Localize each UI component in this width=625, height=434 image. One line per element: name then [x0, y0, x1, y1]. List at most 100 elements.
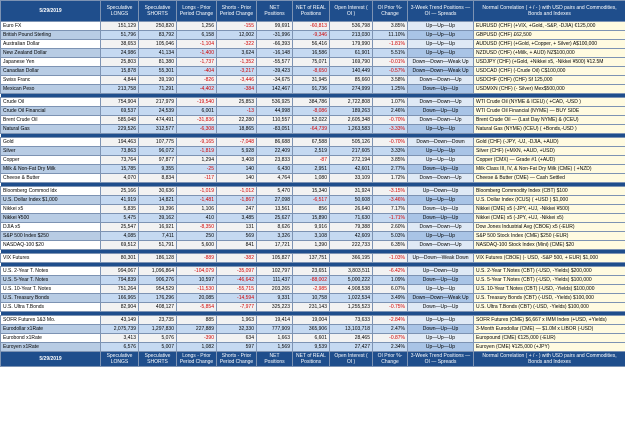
- table-row: Copper 73,764 97,877 1,294 3,408 23,833 -87 272…: [0, 155, 625, 165]
- instrument-name: Eurobond x1Rate: [0, 333, 101, 343]
- net-value: 22,409: [256, 146, 293, 156]
- open-interest-value: 189,263: [329, 106, 373, 116]
- group-separator: [0, 133, 625, 138]
- net-real-value: -2,985: [292, 284, 330, 294]
- longs-value: 38,653: [100, 39, 139, 49]
- oi-change-value: 1.07%: [372, 97, 408, 107]
- longs-change-value: 250: [176, 231, 217, 241]
- footer-col-oi-change: OI Prior %-Change: [372, 351, 408, 367]
- net-real-value: -64,739: [292, 124, 330, 134]
- table-row: NASDAQ-100 $20 69,512 51,791 5,600 841 17,721…: [0, 240, 625, 250]
- open-interest-value: 5,000,222: [329, 275, 373, 285]
- net-real-value: -60,813: [292, 21, 330, 31]
- table-row: VIX Futures 80,301 186,128 -889 -382 105,827 1…: [0, 253, 625, 263]
- footer-col-shorts: Speculative SHORTS: [138, 351, 177, 367]
- instrument-name: Natural Gas: [0, 124, 101, 134]
- correlation-notes: Natural Gas (NYME) (ICEU) ( +Bonds,-USD …: [473, 124, 625, 134]
- longs-value: 69,512: [100, 240, 139, 250]
- longs-value: 2,075,739: [100, 324, 139, 334]
- instrument-name: U.S. Dollar Index $1,000: [0, 195, 101, 205]
- correlation-notes: VIX Futures (CBOE) (- USD, -S&P 500, + E…: [473, 253, 625, 263]
- separator-cell: [0, 133, 625, 138]
- footer-col-longs: Speculative LONGS: [100, 351, 139, 367]
- oi-change-value: 6.07%: [372, 284, 408, 294]
- open-interest-value: 3,803,511: [329, 266, 373, 276]
- group-separator: [0, 249, 625, 254]
- trend-value: Down—Up—Up: [407, 164, 474, 174]
- net-real-value: -87: [292, 155, 330, 165]
- open-interest-value: 505,126: [329, 137, 373, 147]
- table-row: Mexican Peso 213,758 71,291 -4,402 -384 142,4…: [0, 84, 625, 94]
- net-real-value: -9,346: [292, 30, 330, 40]
- longs-change-value: 1,256: [176, 21, 217, 31]
- oi-change-value: 11.10%: [372, 30, 408, 40]
- longs-change-value: -1,400: [176, 48, 217, 58]
- shorts-change-value: -1,352: [216, 57, 257, 67]
- shorts-change-value: -13: [216, 106, 257, 116]
- oi-change-value: -0.70%: [372, 115, 408, 125]
- longs-value: 24,986: [100, 48, 139, 58]
- shorts-change-value: 1,963: [216, 315, 257, 325]
- net-real-value: 52,022: [292, 115, 330, 125]
- footer-row: 5/29/2019 Speculative LONGS Speculative …: [0, 351, 625, 367]
- correlation-notes: Euroyen (CME) ¥125,000 (+JPY): [473, 342, 625, 352]
- longs-change-value: -25: [176, 164, 217, 174]
- correlation-notes: Silver (CHF) (+MXN, +AUD, +USD): [473, 146, 625, 156]
- net-real-value: 23,651: [292, 266, 330, 276]
- trend-value: Up—Up—Up: [407, 315, 474, 325]
- table-row: Silver 73,863 96,072 -1,819 5,928 22,409 2,519…: [0, 146, 625, 156]
- trend-value: Down—Down—Up: [407, 97, 474, 107]
- net-value: 13,561: [256, 204, 293, 214]
- instrument-name: Mexican Peso: [0, 84, 101, 94]
- oi-change-value: -0.70%: [372, 137, 408, 147]
- open-interest-value: 61,901: [329, 48, 373, 58]
- net-real-value: 6,601: [292, 333, 330, 343]
- oi-change-value: -0.57%: [372, 66, 408, 76]
- longs-value: 166,965: [100, 293, 139, 303]
- shorts-value: 14,821: [138, 195, 177, 205]
- shorts-value: 96,072: [138, 146, 177, 156]
- oi-change-value: 3.33%: [372, 146, 408, 156]
- longs-value: 15,785: [100, 164, 139, 174]
- open-interest-value: 85,660: [329, 75, 373, 85]
- correlation-notes: Brent Crude Oil — (Last Day NYME) & (ICE…: [473, 115, 625, 125]
- oi-change-value: 1.72%: [372, 173, 408, 183]
- separator-cell: [0, 249, 625, 254]
- instrument-name: Copper: [0, 155, 101, 165]
- longs-value: 25,547: [100, 222, 139, 232]
- trend-value: Up—Up—Up: [407, 30, 474, 40]
- instrument-name: DJIA x5: [0, 222, 101, 232]
- separator-cell: [0, 182, 625, 187]
- net-real-value: 2,951: [292, 164, 330, 174]
- oi-change-value: -3.46%: [372, 195, 408, 205]
- instrument-name: Euro FX: [0, 21, 101, 31]
- instrument-name: Bloomberg Commod Idx: [0, 186, 101, 196]
- net-real-value: 19,004: [292, 315, 330, 325]
- net-real-value: 31,945: [292, 75, 330, 85]
- trend-value: Up—Up—Up: [407, 155, 474, 165]
- trend-value: Down—Down—Weak Up: [407, 57, 474, 67]
- open-interest-value: 79,388: [329, 222, 373, 232]
- shorts-value: 408,127: [138, 302, 177, 312]
- footer-col-correlation: Normal Correlation ( + / - ) with USD pa…: [473, 351, 625, 367]
- net-value: 102,797: [256, 266, 293, 276]
- net-value: 5,470: [256, 186, 293, 196]
- oi-change-value: -3.15%: [372, 186, 408, 196]
- correlation-notes: U.S. 2-Year T.Notes (CBT) (-USD, -Yields…: [473, 266, 625, 276]
- shorts-change-value: -3,446: [216, 75, 257, 85]
- oi-change-value: 7.17%: [372, 204, 408, 214]
- table-row: Gold 194,463 107,775 -9,165 -7,048 86,688 67,5…: [0, 137, 625, 147]
- open-interest-value: 1,263,583: [329, 124, 373, 134]
- trend-value: Down—Down—Weak Up: [407, 293, 474, 303]
- longs-value: 754,904: [100, 97, 139, 107]
- net-real-value: 137,751: [292, 253, 330, 263]
- longs-change-value: -5,854: [176, 302, 217, 312]
- longs-change-value: 20,085: [176, 293, 217, 303]
- shorts-change-value: -322: [216, 39, 257, 49]
- oi-change-value: 2.47%: [372, 324, 408, 334]
- shorts-change-value: -384: [216, 84, 257, 94]
- open-interest-value: 2,722,808: [329, 97, 373, 107]
- longs-change-value: 885: [176, 315, 217, 325]
- table-row: Canadian Dollar 15,878 55,301 -404 -3,217 -39…: [0, 66, 625, 76]
- trend-value: Down—Up—Up: [407, 324, 474, 334]
